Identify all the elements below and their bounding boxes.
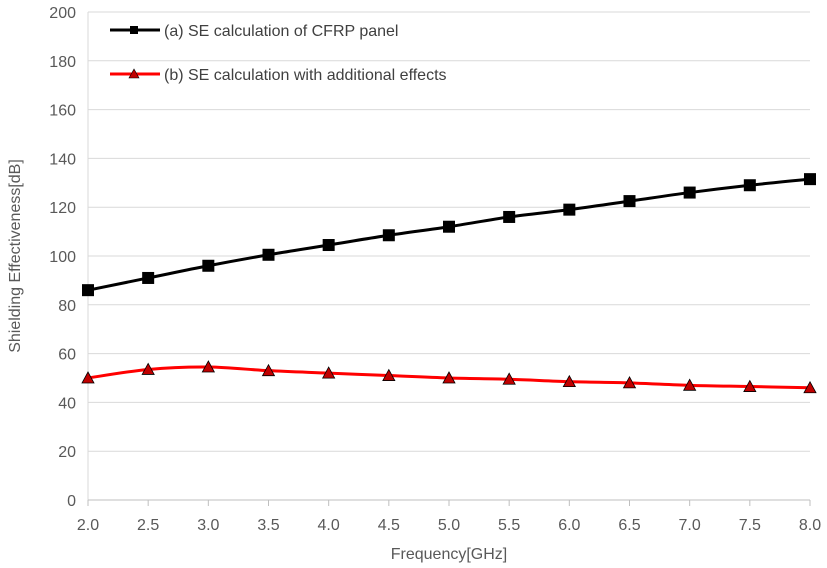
- y-tick-label: 60: [58, 347, 76, 364]
- y-tick-label: 140: [49, 151, 76, 168]
- data-point: [682, 378, 697, 391]
- series-line: [87, 177, 811, 292]
- data-point: [623, 195, 636, 208]
- data-point: [443, 220, 455, 233]
- x-tick-label: 2.5: [137, 517, 159, 534]
- y-tick-label: 40: [58, 395, 76, 412]
- data-point: [81, 371, 95, 384]
- y-tick-label: 120: [49, 200, 76, 217]
- x-tick-label: 7.0: [679, 517, 701, 534]
- data-point: [502, 372, 516, 385]
- legend-label: (b) SE calculation with additional effec…: [164, 67, 447, 84]
- data-point: [322, 239, 335, 252]
- x-tick-label: 3.0: [197, 517, 219, 534]
- data-point: [261, 363, 276, 377]
- x-tick-label: 3.5: [257, 517, 279, 534]
- y-tick-labels: 0 20 40 60 80 100 120 140 160 180 200: [49, 5, 76, 510]
- data-point: [142, 271, 155, 284]
- grid-lines: [88, 11, 810, 452]
- series-group: [81, 173, 817, 394]
- legend: (a) SE calculation of CFRP panel (b) SE c…: [110, 23, 447, 84]
- y-tick-label: 200: [49, 5, 76, 22]
- data-point: [321, 366, 336, 379]
- data-point: [82, 284, 94, 297]
- y-tick-label: 20: [58, 444, 76, 461]
- x-tick-label: 6.5: [618, 517, 640, 534]
- data-point: [804, 173, 816, 186]
- x-tick-label: 7.5: [739, 517, 761, 534]
- legend-label: (a) SE calculation of CFRP panel: [164, 23, 398, 40]
- x-tick-label: 2.0: [77, 517, 99, 534]
- data-point: [803, 380, 817, 394]
- y-tick-label: 0: [67, 493, 76, 510]
- x-tick-label: 8.0: [799, 517, 821, 534]
- legend-item-b: (b) SE calculation with additional effec…: [110, 67, 447, 84]
- legend-item-a: (a) SE calculation of CFRP panel: [110, 23, 398, 40]
- y-tick-label: 80: [58, 298, 76, 315]
- y-tick-label: 180: [49, 54, 76, 71]
- data-point: [683, 186, 696, 199]
- x-tick-label: 4.5: [378, 517, 400, 534]
- data-point: [563, 203, 576, 216]
- x-tick-label: 6.0: [558, 517, 580, 534]
- legend-swatch-marker: [128, 68, 140, 79]
- axes: [87, 12, 811, 506]
- y-axis-title: Shielding Effectiveness[dB]: [7, 159, 24, 353]
- y-tick-label: 100: [49, 249, 76, 266]
- data-point: [382, 229, 395, 242]
- legend-swatch-marker: [130, 26, 138, 34]
- x-tick-label: 5.0: [438, 517, 460, 534]
- data-point: [141, 362, 155, 375]
- x-tick-labels: 2.0 2.5 3.0 3.5 4.0 4.5 5.0 5.5 6.0 6.5 7.0 7.5 8.0: [77, 517, 821, 534]
- data-point: [743, 179, 756, 192]
- data-point: [262, 248, 275, 261]
- data-point: [622, 376, 637, 389]
- data-point: [202, 259, 215, 272]
- x-axis-title: Frequency[GHz]: [391, 546, 507, 563]
- data-point: [442, 371, 456, 384]
- data-point: [743, 379, 757, 392]
- data-point: [503, 210, 516, 223]
- x-tick-label: 4.0: [318, 517, 340, 534]
- data-point: [562, 374, 577, 388]
- series-a: [82, 173, 816, 297]
- data-point: [382, 368, 396, 381]
- series-b: [81, 360, 817, 394]
- y-tick-label: 160: [49, 103, 76, 120]
- x-tick-label: 5.5: [498, 517, 520, 534]
- data-point: [201, 360, 216, 373]
